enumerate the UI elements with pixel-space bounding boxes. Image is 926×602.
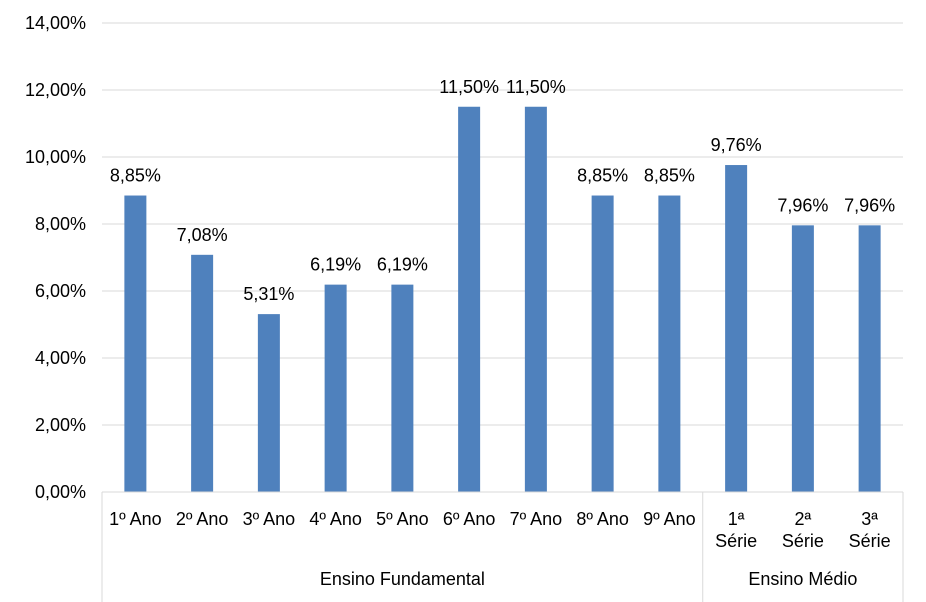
data-label: 11,50% bbox=[506, 77, 566, 97]
category-label: 1º Ano bbox=[109, 509, 162, 529]
bar bbox=[858, 225, 881, 492]
bar bbox=[391, 284, 414, 492]
category-label: 3ª Série bbox=[849, 509, 891, 551]
category-label: 7º Ano bbox=[510, 509, 563, 529]
x-axis: Ensino Fundamental Ensino Médio 1º Ano 2º A… bbox=[101, 491, 904, 602]
category-label: 2ª Série bbox=[782, 509, 824, 551]
category-label: 6º Ano bbox=[443, 509, 496, 529]
category-label: 2º Ano bbox=[176, 509, 229, 529]
data-label: 5,31% bbox=[243, 284, 294, 304]
bar bbox=[124, 195, 147, 492]
y-tick-label: 4,00% bbox=[35, 348, 86, 368]
data-label: 8,85% bbox=[577, 166, 628, 186]
y-tick-label: 12,00% bbox=[25, 80, 86, 100]
data-label: 9,76% bbox=[711, 135, 762, 155]
bars bbox=[124, 106, 881, 493]
y-tick-label: 10,00% bbox=[25, 147, 86, 167]
data-label: 6,19% bbox=[377, 255, 428, 275]
bar bbox=[524, 106, 547, 492]
y-axis-ticks: 0,00% 2,00% 4,00% 6,00% 8,00% 10,00% 12,00% 14,… bbox=[25, 13, 86, 502]
y-tick-label: 6,00% bbox=[35, 281, 86, 301]
data-label: 7,08% bbox=[177, 225, 228, 245]
bar bbox=[658, 195, 681, 492]
data-labels: 8,85% 7,08% 5,31% 6,19% 6,19% 11,50% 11,50% 8,8… bbox=[110, 77, 895, 304]
data-label: 6,19% bbox=[310, 255, 361, 275]
data-label: 11,50% bbox=[439, 77, 499, 97]
category-label: 5º Ano bbox=[376, 509, 429, 529]
data-label: 8,85% bbox=[644, 166, 695, 186]
bar bbox=[591, 195, 614, 492]
group-label: Ensino Fundamental bbox=[320, 569, 485, 589]
category-label: 8º Ano bbox=[576, 509, 629, 529]
bar bbox=[191, 254, 214, 492]
bar bbox=[458, 106, 481, 492]
group-label: Ensino Médio bbox=[748, 569, 857, 589]
gridlines bbox=[102, 22, 903, 426]
data-label: 7,96% bbox=[844, 195, 895, 215]
category-label: 4º Ano bbox=[309, 509, 362, 529]
y-tick-label: 0,00% bbox=[35, 482, 86, 502]
bar bbox=[257, 314, 280, 492]
data-label: 8,85% bbox=[110, 166, 161, 186]
y-tick-label: 8,00% bbox=[35, 214, 86, 234]
y-tick-label: 2,00% bbox=[35, 415, 86, 435]
bar bbox=[324, 284, 347, 492]
bar bbox=[791, 225, 814, 492]
data-label: 7,96% bbox=[777, 195, 828, 215]
bar bbox=[725, 165, 748, 493]
y-tick-label: 14,00% bbox=[25, 13, 86, 33]
category-label: 9º Ano bbox=[643, 509, 696, 529]
category-label: 3º Ano bbox=[243, 509, 296, 529]
category-label: 1ª Série bbox=[715, 509, 757, 551]
